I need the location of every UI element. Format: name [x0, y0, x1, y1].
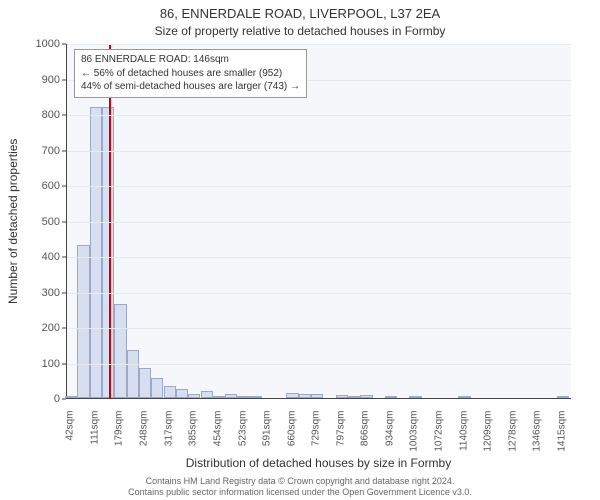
- y-tick-label: 1000: [24, 38, 60, 50]
- footer-line2: Contains public sector information licen…: [0, 487, 600, 498]
- histogram-bar: [139, 368, 151, 398]
- y-tick-label: 600: [24, 180, 60, 192]
- gridline: [67, 44, 571, 45]
- annotation-line2: ← 56% of detached houses are smaller (95…: [81, 67, 300, 81]
- y-tick-label: 700: [24, 145, 60, 157]
- y-tick-label: 0: [24, 393, 60, 405]
- x-tick-label: 248sqm: [139, 411, 150, 453]
- gridline: [67, 186, 571, 187]
- y-tick-mark: [62, 79, 66, 80]
- y-tick-label: 900: [24, 74, 60, 86]
- footer-line1: Contains HM Land Registry data © Crown c…: [0, 476, 600, 487]
- annotation-box: 86 ENNERDALE ROAD: 146sqm ← 56% of detac…: [74, 49, 307, 98]
- x-tick-label: 385sqm: [188, 411, 199, 453]
- histogram-bar: [188, 394, 200, 398]
- x-tick-label: 1346sqm: [532, 411, 543, 453]
- x-tick-label: 317sqm: [163, 411, 174, 453]
- x-tick-label: 111sqm: [90, 411, 101, 453]
- x-tick-label: 866sqm: [360, 411, 371, 453]
- y-tick-label: 500: [24, 216, 60, 228]
- y-tick-mark: [62, 257, 66, 258]
- gridline: [67, 328, 571, 329]
- histogram-bar: [409, 396, 421, 398]
- y-tick-mark: [62, 150, 66, 151]
- y-tick-mark: [62, 399, 66, 400]
- histogram-bar: [213, 396, 225, 398]
- x-tick-label: 660sqm: [286, 411, 297, 453]
- annotation-line1: 86 ENNERDALE ROAD: 146sqm: [81, 53, 300, 67]
- y-axis-label: Number of detached properties: [4, 44, 22, 399]
- y-tick-mark: [62, 115, 66, 116]
- y-tick-label: 400: [24, 251, 60, 263]
- histogram-bar: [176, 389, 188, 398]
- histogram-bar: [336, 395, 348, 398]
- footer-attribution: Contains HM Land Registry data © Crown c…: [0, 476, 600, 499]
- annotation-line3: 44% of semi-detached houses are larger (…: [81, 80, 300, 94]
- x-tick-label: 179sqm: [114, 411, 125, 453]
- y-tick-mark: [62, 44, 66, 45]
- y-tick-mark: [62, 221, 66, 222]
- x-tick-label: 1140sqm: [458, 411, 469, 453]
- histogram-bar: [299, 394, 311, 398]
- x-tick-label: 454sqm: [212, 411, 223, 453]
- y-tick-mark: [62, 186, 66, 187]
- histogram-bar: [65, 396, 77, 398]
- histogram-bar: [114, 304, 126, 398]
- x-tick-label: 1003sqm: [409, 411, 420, 453]
- y-tick-label: 800: [24, 109, 60, 121]
- y-tick-label: 200: [24, 322, 60, 334]
- histogram-bar: [557, 396, 569, 398]
- histogram-bar: [225, 394, 237, 398]
- x-tick-label: 797sqm: [335, 411, 346, 453]
- gridline: [67, 115, 571, 116]
- x-tick-label: 523sqm: [237, 411, 248, 453]
- y-tick-label: 300: [24, 287, 60, 299]
- y-tick-label: 100: [24, 358, 60, 370]
- x-tick-label: 934sqm: [384, 411, 395, 453]
- x-tick-label: 729sqm: [311, 411, 322, 453]
- histogram-bar: [286, 393, 298, 398]
- x-tick-label: 1072sqm: [434, 411, 445, 453]
- y-tick-mark: [62, 328, 66, 329]
- histogram-bar: [348, 396, 360, 398]
- histogram-bar: [458, 396, 470, 398]
- gridline: [67, 151, 571, 152]
- gridline: [67, 222, 571, 223]
- x-tick-label: 591sqm: [261, 411, 272, 453]
- chart-subtitle: Size of property relative to detached ho…: [0, 24, 600, 38]
- histogram-bar: [311, 394, 323, 398]
- histogram-bar: [385, 396, 397, 398]
- chart-title: 86, ENNERDALE ROAD, LIVERPOOL, L37 2EA: [0, 6, 600, 21]
- x-tick-label: 42sqm: [65, 411, 76, 453]
- gridline: [67, 364, 571, 365]
- histogram-bar: [250, 396, 262, 398]
- x-tick-label: 1209sqm: [483, 411, 494, 453]
- histogram-bar: [164, 386, 176, 398]
- x-axis-label: Distribution of detached houses by size …: [66, 456, 571, 470]
- histogram-bar: [127, 350, 139, 398]
- histogram-bar: [77, 245, 89, 398]
- x-tick-label: 1415sqm: [557, 411, 568, 453]
- y-tick-mark: [62, 292, 66, 293]
- gridline: [67, 257, 571, 258]
- histogram-bar: [201, 391, 213, 398]
- histogram-bar: [237, 396, 249, 398]
- y-tick-mark: [62, 363, 66, 364]
- gridline: [67, 293, 571, 294]
- x-tick-label: 1278sqm: [507, 411, 518, 453]
- histogram-bar: [360, 395, 372, 398]
- histogram-bar: [151, 378, 163, 398]
